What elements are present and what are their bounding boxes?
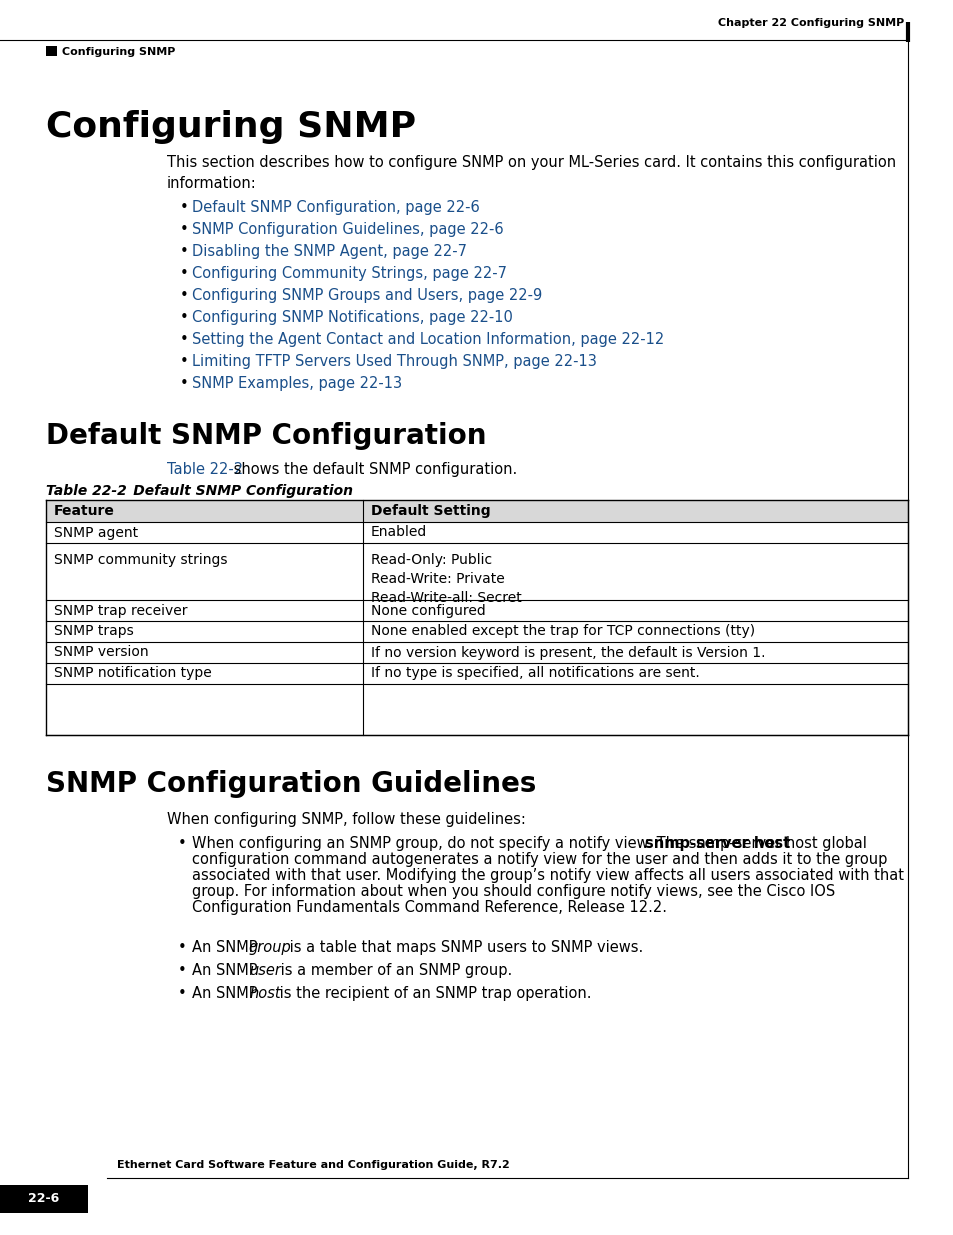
Text: •: • (180, 200, 189, 215)
Text: Configuring SNMP: Configuring SNMP (46, 110, 416, 144)
Text: Enabled: Enabled (371, 526, 427, 540)
Text: •: • (180, 310, 189, 325)
Text: If no type is specified, all notifications are sent.: If no type is specified, all notificatio… (371, 667, 699, 680)
Text: SNMP agent: SNMP agent (54, 526, 138, 540)
Text: SNMP trap receiver: SNMP trap receiver (54, 604, 188, 618)
Text: Configuration Fundamentals Command Reference, Release 12.2.: Configuration Fundamentals Command Refer… (192, 900, 666, 915)
Text: Default SNMP Configuration: Default SNMP Configuration (104, 484, 353, 498)
Text: Configuring SNMP Groups and Users, page 22-9: Configuring SNMP Groups and Users, page … (192, 288, 541, 303)
Text: SNMP Configuration Guidelines: SNMP Configuration Guidelines (46, 769, 536, 798)
Text: SNMP Configuration Guidelines, page 22-6: SNMP Configuration Guidelines, page 22-6 (192, 222, 503, 237)
Text: Table 22-2: Table 22-2 (167, 462, 243, 477)
Text: An SNMP: An SNMP (192, 986, 262, 1002)
Text: Default SNMP Configuration: Default SNMP Configuration (46, 422, 486, 450)
Text: host: host (249, 986, 280, 1002)
Bar (46, 500, 907, 522)
Text: snmp-server host: snmp-server host (644, 836, 789, 851)
Bar (46, 46, 57, 56)
Text: SNMP version: SNMP version (54, 646, 149, 659)
Text: •: • (178, 940, 187, 955)
Text: None configured: None configured (371, 604, 485, 618)
Text: •: • (178, 986, 187, 1002)
Text: •: • (180, 288, 189, 303)
Text: Configuring Community Strings, page 22-7: Configuring Community Strings, page 22-7 (192, 266, 506, 282)
Text: Disabling the SNMP Agent, page 22-7: Disabling the SNMP Agent, page 22-7 (192, 245, 467, 259)
Text: is the recipient of an SNMP trap operation.: is the recipient of an SNMP trap operati… (274, 986, 591, 1002)
Text: An SNMP: An SNMP (192, 940, 262, 955)
Text: Limiting TFTP Servers Used Through SNMP, page 22-13: Limiting TFTP Servers Used Through SNMP,… (192, 354, 597, 369)
Text: is a member of an SNMP group.: is a member of an SNMP group. (275, 963, 512, 978)
Text: This section describes how to configure SNMP on your ML-Series card. It contains: This section describes how to configure … (167, 156, 895, 191)
Text: group: group (249, 940, 292, 955)
Text: If no version keyword is present, the default is Version 1.: If no version keyword is present, the de… (371, 646, 764, 659)
Text: •: • (178, 836, 187, 851)
Text: shows the default SNMP configuration.: shows the default SNMP configuration. (229, 462, 517, 477)
Text: Read-Write-all: Secret: Read-Write-all: Secret (371, 592, 521, 605)
Text: Feature: Feature (54, 504, 114, 517)
Text: •: • (180, 266, 189, 282)
Text: group. For information about when you should configure notify views, see the Cis: group. For information about when you sh… (192, 884, 835, 899)
Text: Default SNMP Configuration, page 22-6: Default SNMP Configuration, page 22-6 (192, 200, 479, 215)
Text: Default Setting: Default Setting (371, 504, 490, 517)
Text: associated with that user. Modifying the group’s notify view affects all users a: associated with that user. Modifying the… (192, 868, 903, 883)
Text: SNMP Examples, page 22-13: SNMP Examples, page 22-13 (192, 375, 402, 391)
Text: Read-Write: Private: Read-Write: Private (371, 572, 504, 585)
Text: SNMP notification type: SNMP notification type (54, 667, 212, 680)
Text: is a table that maps SNMP users to SNMP views.: is a table that maps SNMP users to SNMP … (285, 940, 642, 955)
Text: Read-Only: Public: Read-Only: Public (371, 553, 492, 567)
Text: •: • (180, 222, 189, 237)
Text: Ethernet Card Software Feature and Configuration Guide, R7.2: Ethernet Card Software Feature and Confi… (117, 1160, 509, 1170)
Text: Configuring SNMP: Configuring SNMP (62, 47, 175, 57)
Text: An SNMP: An SNMP (192, 963, 262, 978)
Text: Table 22-2: Table 22-2 (46, 484, 127, 498)
Text: configuration command autogenerates a notify view for the user and then adds it : configuration command autogenerates a no… (192, 852, 886, 867)
Text: SNMP community strings: SNMP community strings (54, 553, 227, 567)
Bar (0, 1186, 88, 1213)
Text: •: • (180, 375, 189, 391)
Text: Setting the Agent Contact and Location Information, page 22-12: Setting the Agent Contact and Location I… (192, 332, 663, 347)
Text: •: • (180, 245, 189, 259)
Text: •: • (180, 354, 189, 369)
Text: When configuring SNMP, follow these guidelines:: When configuring SNMP, follow these guid… (167, 811, 525, 827)
Text: None enabled except the trap for TCP connections (tty): None enabled except the trap for TCP con… (371, 625, 755, 638)
Text: 22-6: 22-6 (29, 1193, 59, 1205)
Text: user: user (249, 963, 280, 978)
Text: SNMP traps: SNMP traps (54, 625, 133, 638)
Text: When configuring an SNMP group, do not specify a notify view. The snmp-server ho: When configuring an SNMP group, do not s… (192, 836, 866, 851)
Text: •: • (180, 332, 189, 347)
Text: •: • (178, 963, 187, 978)
Text: Configuring SNMP Notifications, page 22-10: Configuring SNMP Notifications, page 22-… (192, 310, 513, 325)
Text: Chapter 22 Configuring SNMP: Chapter 22 Configuring SNMP (717, 19, 903, 28)
